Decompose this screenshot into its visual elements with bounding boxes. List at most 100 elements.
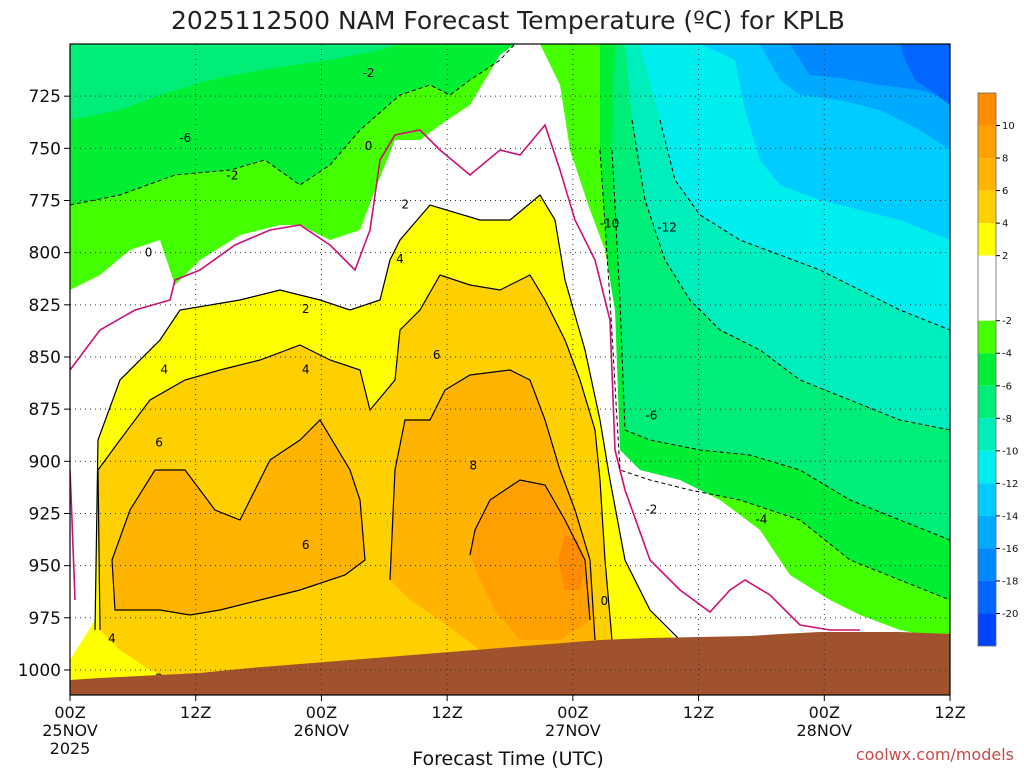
colorbar-label--4: -4 [1002, 349, 1012, 360]
y-tick-label-725: 725 [29, 87, 61, 107]
colorbar-label-6: 6 [1002, 186, 1008, 197]
y-tick-label-925: 925 [29, 504, 61, 524]
contour-label-10: 4 [302, 363, 310, 377]
colorbar-label--18: -18 [1002, 576, 1018, 587]
contour-label-4: 2 [401, 198, 409, 212]
colorbar-label-4: 4 [1002, 219, 1008, 230]
contour-label-19: -2 [645, 502, 657, 516]
contour-label-13: 6 [302, 538, 310, 552]
band-8-to-10 [470, 480, 590, 640]
y-tick-label-875: 875 [29, 400, 61, 420]
colorbar-swatch-8 [978, 385, 996, 419]
colorbar-swatch-5 [978, 255, 996, 321]
contour-label-7: 2 [302, 302, 310, 316]
y-tick-label-825: 825 [29, 296, 61, 316]
contour-four-line [97, 274, 613, 641]
plot-frame [69, 43, 951, 696]
colorbar-swatch-2 [978, 158, 996, 191]
y-tick-label-775: 775 [29, 191, 61, 211]
colorbar-label--16: -16 [1002, 544, 1018, 555]
colorbar-label--14: -14 [1002, 511, 1018, 522]
x-tick-date-48: 27NOV [545, 721, 601, 740]
y-tick-label-950: 950 [29, 557, 61, 577]
x-tick-label-0: 00Z [54, 703, 85, 722]
plot-grid [70, 44, 950, 695]
colorbar-label--6: -6 [1002, 381, 1012, 392]
x-tick-date-0: 25NOV [42, 721, 98, 740]
colorbar-swatch-7 [978, 353, 996, 386]
contour-label-9: 4 [160, 363, 168, 377]
x-tick-label-60: 12Z [683, 703, 714, 722]
contour-label-14: 4 [108, 632, 116, 646]
band-minus-6-to-minus-8 [70, 44, 400, 120]
contour-label-17: -12 [657, 221, 677, 235]
colorbar-label--10: -10 [1002, 446, 1018, 457]
x-tick-label-36: 12Z [431, 703, 462, 722]
y-axis: 725 750 775 800 825 850 875 900 925 950 975 1000 [18, 87, 70, 681]
y-tick-label-1000: 1000 [18, 661, 61, 681]
x-tick-date-24: 26NOV [294, 721, 350, 740]
contour-label-16: -10 [600, 216, 620, 230]
x-tick-year-0: 2025 [50, 739, 91, 758]
contour-label-12: 8 [470, 458, 478, 472]
band-6-to-8 [112, 420, 365, 615]
contour-west-dashed [70, 44, 516, 206]
terrain-ground [70, 632, 950, 695]
contour-label-3: 0 [365, 139, 373, 153]
contour-eight-line [469, 479, 591, 621]
colorbar-swatch-13 [978, 548, 996, 581]
colorbar-swatch-10 [978, 450, 996, 484]
contour-label-21: 0 [600, 594, 608, 608]
contour-east-dashed-c [631, 119, 950, 431]
x-tick-label-24: 00Z [306, 703, 337, 722]
colorbar-label-2: 2 [1002, 251, 1008, 262]
y-tick-label-800: 800 [29, 244, 61, 264]
colorbar-swatch-12 [978, 515, 996, 549]
y-tick-label-750: 750 [29, 139, 61, 159]
contour-label-6: 4 [396, 252, 404, 266]
x-tick-label-12: 12Z [180, 703, 211, 722]
colorbar-swatch-4 [978, 223, 996, 256]
colorbar-label--8: -8 [1002, 414, 1012, 425]
colorbar-label-10: 10 [1002, 121, 1015, 132]
x-tick-label-72: 00Z [809, 703, 840, 722]
colorbar-label--12: -12 [1002, 479, 1018, 490]
contour-two-line [94, 194, 681, 641]
colorbar-swatch-6 [978, 320, 996, 354]
x-tick-label-84: 12Z [934, 703, 965, 722]
colorbar-swatch-1 [978, 125, 996, 159]
x-tick-label-48: 00Z [557, 703, 588, 722]
colorbar-swatch-3 [978, 190, 996, 224]
colorbar-swatch-9 [978, 418, 996, 451]
colorbar-swatch-14 [978, 580, 996, 614]
colorbar-swatch-11 [978, 483, 996, 516]
contour-label-8: 6 [433, 348, 441, 362]
colorbar-frame [977, 92, 997, 647]
colorbar-swatch-0 [978, 93, 996, 126]
contour-zero-line [70, 123, 860, 631]
contour-six-line-b [389, 369, 596, 641]
credit-text: coolwx.com/models [856, 745, 1014, 764]
contour-label-5: 0 [145, 246, 153, 260]
band-10-to-12 [558, 535, 585, 590]
contour-six-line-a [111, 419, 366, 616]
contour-label-2: -2 [226, 168, 238, 182]
contour-east-dashed-a [599, 149, 950, 601]
colorbar-label--2: -2 [1002, 316, 1012, 327]
x-axis-label: Forecast Time (UTC) [412, 748, 603, 768]
colorbar-swatch-15 [978, 613, 996, 646]
colorbar-label-8: 8 [1002, 154, 1008, 165]
contour-label-0: -2 [363, 66, 375, 80]
temperature-field: -2-6-20204264468642-10-12-6-2-40 [70, 44, 950, 695]
y-tick-label-850: 850 [29, 348, 61, 368]
contour-zero-line-west [70, 469, 76, 601]
colorbar-label--20: -20 [1002, 609, 1018, 620]
x-tick-date-72: 28NOV [796, 721, 852, 740]
contour-label-1: -6 [179, 131, 191, 145]
colorbar: 10 8 6 4 2 -2 -4 -6 -8 -10 -12 -14 -16 -18 -20 [977, 92, 1018, 647]
contour-label-20: -4 [755, 513, 767, 527]
contour-label-18: -6 [645, 408, 657, 422]
y-tick-label-900: 900 [29, 452, 61, 472]
